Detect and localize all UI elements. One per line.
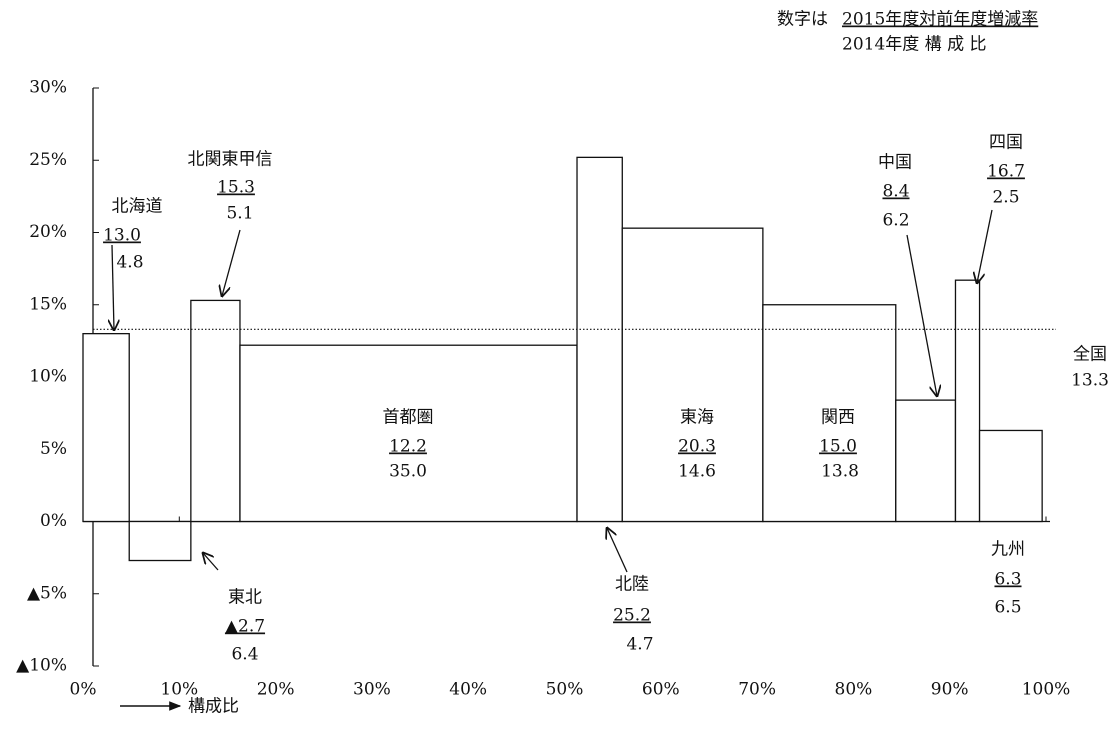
value-label: 15.3: [217, 178, 255, 198]
bar: [978, 429, 1043, 523]
category-label: 北海道: [112, 197, 163, 217]
width-label: 2.5: [992, 188, 1019, 208]
y-tick-label: 25%: [29, 150, 67, 170]
x-axis-label: 構成比: [188, 697, 239, 717]
value-label: 20.3: [678, 437, 716, 457]
y-tick-label: 10%: [29, 367, 67, 387]
width-label: 4.7: [626, 635, 653, 655]
annotation-arrow: [977, 209, 993, 283]
category-label: 四国: [989, 133, 1023, 153]
category-label: 東北: [228, 588, 262, 608]
width-label: 5.1: [226, 204, 253, 224]
x-tick-label: 40%: [449, 680, 487, 700]
category-label: 九州: [991, 540, 1025, 560]
width-label: 13.8: [821, 462, 859, 482]
reference-label: 全国: [1073, 345, 1107, 365]
x-tick-label: 80%: [835, 680, 873, 700]
bar: [576, 156, 623, 523]
x-tick-label: 100%: [1022, 680, 1071, 700]
bar: [239, 344, 578, 523]
category-label: 東海: [680, 408, 714, 428]
x-tick-label: 30%: [353, 680, 391, 700]
legend-prefix: 数字は: [777, 10, 828, 30]
annotation-arrow: [906, 234, 937, 396]
x-tick-label: 0%: [70, 680, 97, 700]
value-label: ▲2.7: [225, 617, 265, 637]
x-tick-label: 70%: [738, 680, 776, 700]
bar: [82, 332, 130, 523]
value-label: 16.7: [987, 162, 1025, 182]
value-label: 6.3: [994, 570, 1021, 590]
legend-value-label: 2015年度対前年度増減率: [842, 10, 1038, 30]
value-label: 12.2: [389, 437, 427, 457]
category-label: 首都圏: [383, 408, 434, 428]
y-tick-label: 5%: [40, 439, 67, 459]
y-tick-label: 30%: [29, 78, 67, 98]
y-tick-label: ▲10%: [16, 656, 67, 676]
bar: [762, 304, 897, 523]
category-label: 関西: [821, 408, 855, 428]
category-label: 中国: [878, 153, 912, 173]
reference-value: 13.3: [1071, 371, 1109, 391]
value-label: 15.0: [819, 437, 857, 457]
bar: [128, 520, 192, 562]
y-tick-label: ▲5%: [27, 583, 67, 603]
annotation-arrow: [607, 528, 628, 573]
annotation-arrow: [112, 244, 114, 330]
width-label: 14.6: [678, 462, 716, 482]
category-label: 北関東甲信: [188, 150, 273, 170]
y-tick-label: 15%: [29, 294, 67, 314]
width-label: 6.4: [231, 645, 258, 665]
x-tick-label: 60%: [642, 680, 680, 700]
bar: [190, 299, 241, 523]
x-tick-label: 10%: [160, 680, 198, 700]
y-tick-label: 20%: [29, 222, 67, 242]
width-label: 6.2: [882, 211, 909, 231]
width-label: 4.8: [116, 253, 143, 273]
x-tick-label: 50%: [546, 680, 584, 700]
bar: [621, 227, 764, 523]
y-tick-label: 0%: [40, 511, 67, 531]
annotation-arrow: [222, 229, 241, 296]
bar: [895, 399, 957, 523]
category-label: 北陸: [615, 575, 649, 595]
value-label: 8.4: [882, 182, 909, 202]
width-label: 6.5: [994, 598, 1021, 618]
legend-width-label: 2014年度 構 成 比: [842, 35, 986, 55]
x-tick-label: 20%: [257, 680, 295, 700]
bar: [954, 279, 981, 523]
value-label: 25.2: [613, 606, 651, 626]
width-label: 35.0: [389, 462, 427, 482]
value-label: 13.0: [103, 226, 141, 246]
annotation-arrow: [203, 553, 219, 571]
x-tick-label: 90%: [931, 680, 969, 700]
